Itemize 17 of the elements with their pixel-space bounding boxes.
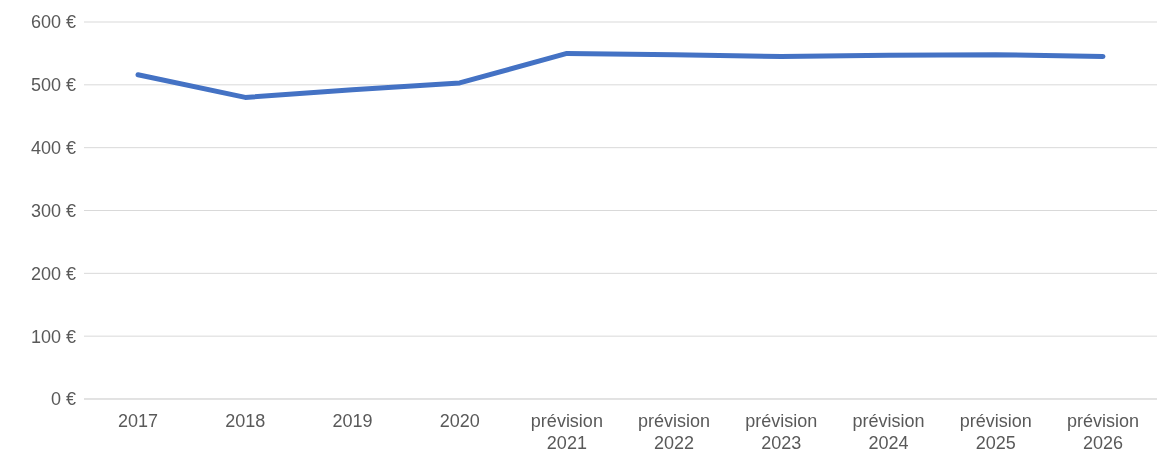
y-tick-label: 100 € — [30, 326, 76, 347]
x-tick-label: prévision 2025 — [959, 411, 1032, 453]
x-tick-label: prévision 2022 — [638, 411, 711, 453]
x-tick-label: prévision 2023 — [745, 411, 818, 453]
y-tick-label: 600 € — [30, 12, 76, 33]
x-tick-label: 2020 — [439, 411, 480, 432]
x-tick-label: 2018 — [225, 411, 266, 432]
x-tick-label: 2017 — [117, 411, 159, 432]
x-tick-label: prévision 2021 — [530, 411, 603, 453]
y-tick-label: 200 € — [30, 263, 76, 284]
y-tick-label: 500 € — [30, 75, 76, 96]
y-tick-label: 400 € — [30, 138, 76, 159]
x-tick-label: 2019 — [332, 411, 373, 432]
y-tick-label: 0 € — [50, 389, 76, 410]
x-tick-label: prévision 2026 — [1066, 411, 1140, 453]
x-tick-label: prévision 2024 — [852, 411, 925, 453]
y-tick-label: 300 € — [30, 200, 76, 221]
